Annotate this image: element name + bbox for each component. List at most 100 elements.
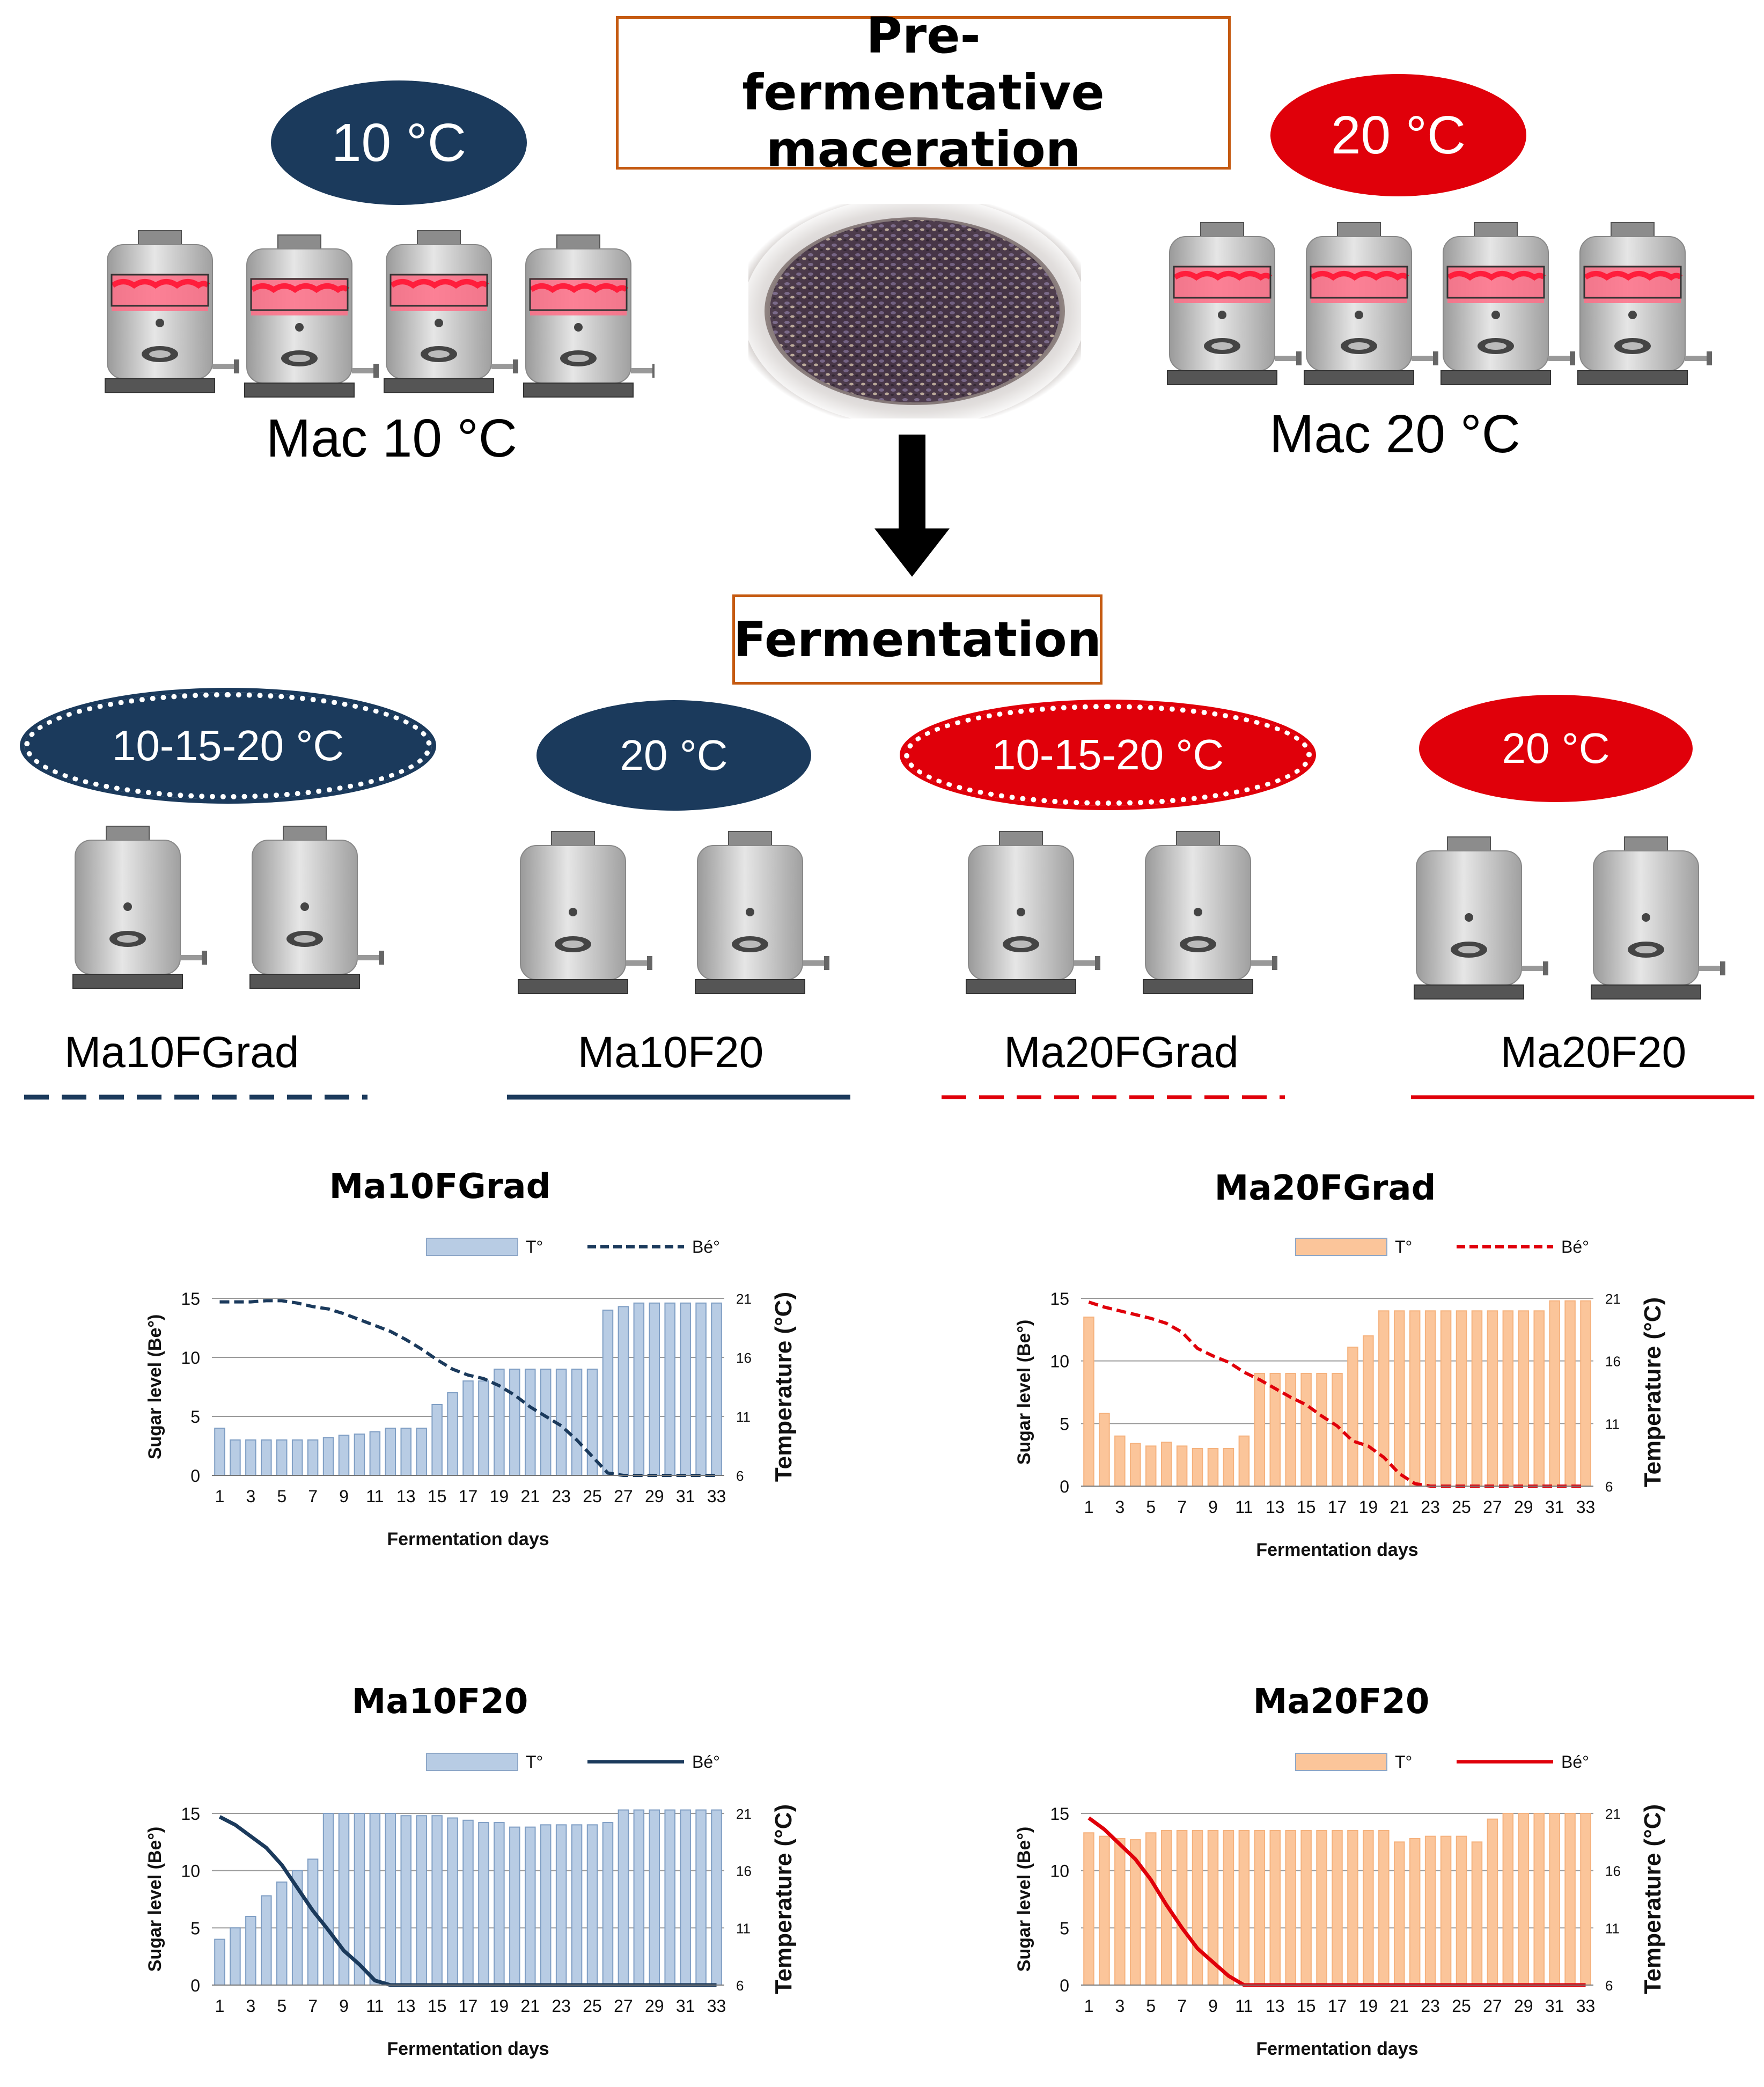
temperature-bar: [307, 1439, 319, 1476]
tank-base: [384, 378, 494, 393]
tank-lid: [1200, 222, 1244, 238]
tank-tap-end: [513, 359, 518, 373]
x-tick-label: 31: [676, 1487, 695, 1506]
tank-3: [1577, 222, 1712, 385]
tank-frame: [1310, 266, 1408, 299]
maceration-title: Pre-fermentative maceration: [742, 7, 1105, 178]
temperature-bar: [633, 1809, 645, 1986]
temperature-bar: [322, 1437, 334, 1476]
temperature-bar: [1424, 1835, 1436, 1986]
y-tick-label: 15: [1050, 1804, 1069, 1824]
tank-cap: [1447, 271, 1546, 281]
tank-tap: [803, 960, 826, 966]
x-tick-label: 15: [1297, 1996, 1316, 2016]
x-tick-label: 9: [339, 1487, 349, 1506]
temperature-bar: [1269, 1830, 1281, 1986]
chart-title-ma20fgrad: Ma20FGrad: [1214, 1169, 1436, 1208]
tank-port-inner: [294, 935, 315, 943]
temperature-bar: [1378, 1830, 1390, 1986]
chart-legend: T° Bé°: [1295, 1237, 1589, 1256]
temperature-bar: [276, 1882, 288, 1986]
temperature-bar: [664, 1302, 675, 1476]
legend-temp-label: T°: [1395, 1237, 1412, 1256]
tank-base: [1143, 979, 1253, 994]
tank-tap: [1685, 356, 1709, 361]
x-tick-label: 31: [1545, 1996, 1564, 2016]
tank-port-inner: [289, 355, 310, 362]
x-tick-label: 1: [215, 1487, 225, 1506]
temperature-bar: [1332, 1830, 1343, 1986]
tank-port-inner: [117, 935, 138, 943]
y2-tick-label: 6: [736, 1978, 744, 1994]
tank-base: [1414, 984, 1524, 1000]
y-tick-label: 15: [1050, 1289, 1069, 1309]
y2-tick-label: 21: [1605, 1291, 1621, 1307]
legend-line-ma20fgrad: [942, 1095, 1285, 1099]
temperature-bar: [400, 1428, 412, 1476]
y-tick-label: 5: [190, 1919, 200, 1938]
y-tick-label: 0: [1060, 1477, 1069, 1496]
x-tick-label: 13: [396, 1996, 416, 2016]
y-tick-label: 0: [190, 1976, 200, 1995]
x-tick-label: 23: [552, 1996, 571, 2016]
tank-frame: [1173, 266, 1271, 299]
temperature-bar: [291, 1439, 303, 1476]
temperature-bar: [1160, 1442, 1172, 1487]
temperature-bar: [509, 1369, 520, 1476]
y-axis-label: Sugar level (Be°): [145, 1827, 165, 1972]
tank-valve-dot: [569, 908, 577, 916]
ferm-temp-ma20fgrad: 10-15-20 °C: [991, 731, 1224, 778]
temperature-bar: [416, 1815, 427, 1986]
temperature-bar: [1114, 1435, 1126, 1487]
temperature-bar: [1549, 1813, 1560, 1986]
temperature-bar: [276, 1439, 288, 1476]
tank-0: [105, 230, 239, 393]
x-tick-label: 5: [1146, 1497, 1156, 1517]
tank-frame: [529, 278, 628, 311]
tank-base: [249, 974, 360, 989]
x-tick-label: 11: [1235, 1996, 1253, 2016]
y2-tick-label: 21: [736, 1291, 752, 1307]
tank-tap: [1074, 960, 1097, 966]
y2-tick-label: 6: [1605, 1479, 1613, 1495]
tank-tap-end: [1570, 351, 1575, 365]
temperature-bar: [680, 1809, 691, 1986]
temperature-bar: [1285, 1830, 1296, 1986]
y2-tick-label: 6: [1605, 1978, 1613, 1994]
ferm-temp-ma10fgrad: 10-15-20 °C: [112, 722, 344, 769]
temperature-bar: [230, 1439, 241, 1476]
x-tick-label: 1: [1084, 1996, 1094, 2016]
tank-tap-end: [1095, 956, 1100, 970]
tank-valve-dot: [1194, 908, 1202, 916]
tank-lid: [999, 831, 1043, 847]
temperature-bar: [1456, 1835, 1467, 1986]
y2-axis-label: Temperature (°C): [770, 1292, 797, 1482]
chart-legend: T° Bé°: [1295, 1752, 1589, 1772]
tank-valve-dot: [156, 319, 164, 327]
x-tick-label: 27: [1483, 1497, 1502, 1517]
temperature-bar: [1363, 1830, 1374, 1986]
mac-10-temp: 10 °C: [331, 112, 467, 173]
tank-tap-end: [824, 956, 829, 970]
group-label-ma10f20: Ma10F20: [577, 1028, 764, 1077]
temperature-bar: [1409, 1838, 1421, 1986]
mac-20-oval: 20 °C: [1270, 74, 1526, 196]
x-tick-label: 15: [1297, 1497, 1316, 1517]
y2-tick-label: 16: [736, 1863, 752, 1879]
y-tick-label: 5: [190, 1407, 200, 1427]
tank-valve-dot: [1017, 908, 1025, 916]
x-tick-label: 7: [1177, 1996, 1187, 2016]
ferm-oval-ma20fgrad: 10-15-20 °C: [900, 700, 1316, 810]
temperature-bar: [1145, 1445, 1157, 1487]
temperature-bar: [540, 1369, 552, 1476]
temperature-bar: [1518, 1813, 1530, 1986]
y2-tick-label: 11: [736, 1920, 751, 1936]
x-tick-label: 9: [1208, 1996, 1218, 2016]
chart-title-ma20f20: Ma20F20: [1253, 1682, 1430, 1722]
temperature-bar: [385, 1813, 396, 1986]
x-axis-label: Fermentation days: [387, 1529, 549, 1549]
x-tick-label: 1: [1084, 1497, 1094, 1517]
tank-tap: [491, 364, 515, 369]
